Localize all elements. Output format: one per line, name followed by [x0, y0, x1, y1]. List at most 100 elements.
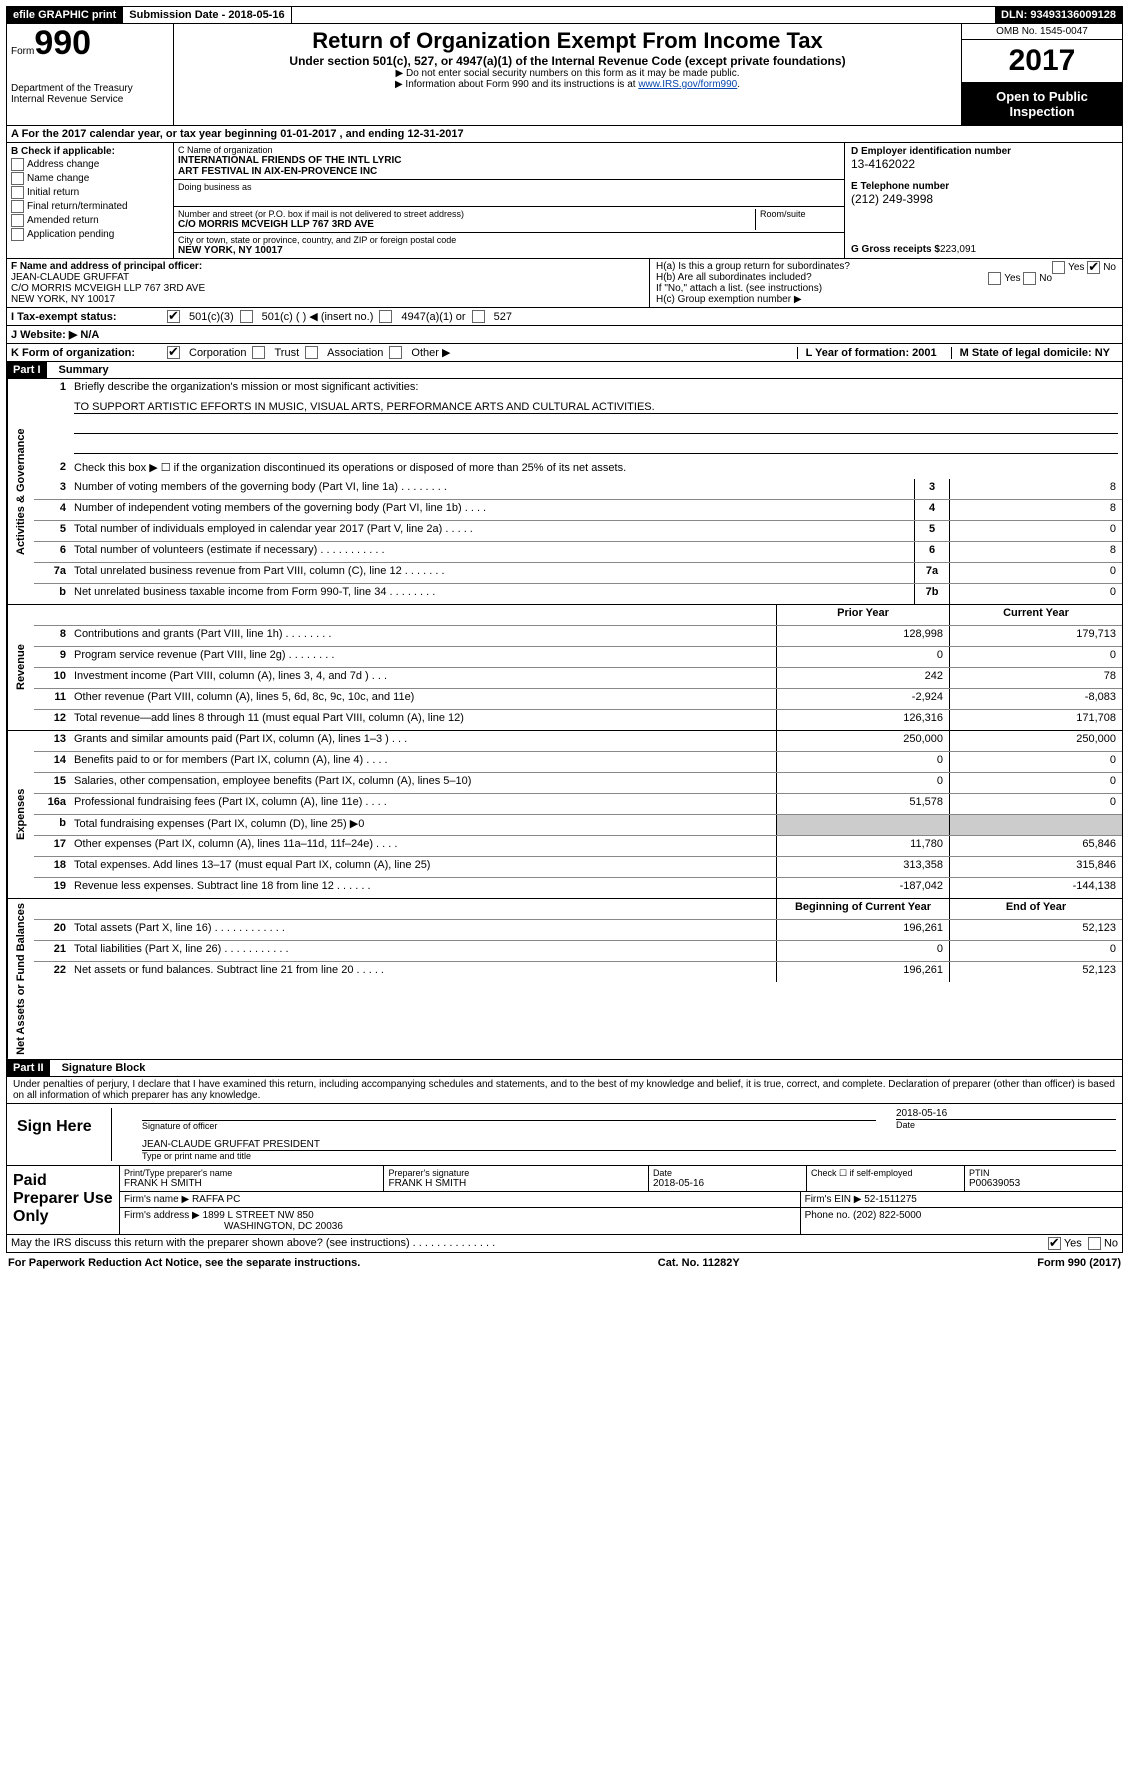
cb-amended-return[interactable]: Amended return	[11, 214, 169, 227]
form-title: Return of Organization Exempt From Incom…	[182, 28, 953, 54]
omb-no: OMB No. 1545-0047	[962, 24, 1122, 40]
form-number: 990	[34, 24, 91, 62]
net-row: 22Net assets or fund balances. Subtract …	[34, 962, 1122, 982]
dept-treasury: Department of the Treasury Internal Reve…	[11, 83, 169, 105]
cb-501c[interactable]	[240, 310, 253, 323]
col-b-checkboxes: B Check if applicable: Address change Na…	[7, 143, 174, 258]
firm-phone: (202) 822-5000	[853, 1210, 921, 1221]
phone-value: (212) 249-3998	[851, 192, 1116, 206]
cb-initial-return[interactable]: Initial return	[11, 186, 169, 199]
rev-row: 8Contributions and grants (Part VIII, li…	[34, 626, 1122, 647]
principal-officer: F Name and address of principal officer:…	[7, 259, 650, 307]
col-d-right: D Employer identification number 13-4162…	[845, 143, 1122, 258]
gov-row: 3Number of voting members of the governi…	[34, 479, 1122, 500]
exp-row: 19Revenue less expenses. Subtract line 1…	[34, 878, 1122, 898]
row-j-website: J Website: ▶ N/A	[6, 326, 1123, 344]
sign-here-label: Sign Here	[13, 1108, 112, 1161]
part-ii-label: Part II	[7, 1060, 50, 1076]
vside-revenue: Revenue	[7, 605, 34, 730]
header-right: OMB No. 1545-0047 2017 Open to Public In…	[961, 24, 1122, 125]
summary-revenue: Revenue Prior YearCurrent Year 8Contribu…	[6, 605, 1123, 731]
part-ii-title: Signature Block	[58, 1060, 150, 1076]
cb-application-pending[interactable]: Application pending	[11, 228, 169, 241]
officer-name: JEAN-CLAUDE GRUFFAT PRESIDENT	[142, 1139, 1116, 1151]
group-return: H(a) Is this a group return for subordin…	[650, 259, 1122, 307]
gov-row: 4Number of independent voting members of…	[34, 500, 1122, 521]
exp-row: 16aProfessional fundraising fees (Part I…	[34, 794, 1122, 815]
street-cell: Number and street (or P.O. box if mail i…	[174, 207, 844, 233]
header-left: Form990 Department of the Treasury Inter…	[7, 24, 174, 125]
firm-name: RAFFA PC	[192, 1194, 240, 1205]
ha-row: H(a) Is this a group return for subordin…	[656, 261, 1116, 272]
section-bcdeg: B Check if applicable: Address change Na…	[6, 143, 1123, 259]
footer-mid: Cat. No. 11282Y	[658, 1257, 740, 1269]
vside-netassets: Net Assets or Fund Balances	[7, 899, 34, 1059]
footer-right: Form 990 (2017)	[1037, 1257, 1121, 1269]
note-info: ▶ Information about Form 990 and its ins…	[182, 79, 953, 90]
submission-date: Submission Date - 2018-05-16	[123, 7, 291, 23]
cb-final-return[interactable]: Final return/terminated	[11, 200, 169, 213]
exp-row: 18Total expenses. Add lines 13–17 (must …	[34, 857, 1122, 878]
gov-row: 7aTotal unrelated business revenue from …	[34, 563, 1122, 584]
firm-address: 1899 L STREET NW 850	[203, 1210, 314, 1221]
gov-row: 6Total number of volunteers (estimate if…	[34, 542, 1122, 563]
b-title: B Check if applicable:	[11, 146, 169, 157]
cb-corp[interactable]	[167, 346, 180, 359]
sign-here-block: Sign Here Signature of officer 2018-05-1…	[6, 1104, 1123, 1166]
tax-year: 2017	[962, 40, 1122, 83]
ein-block: D Employer identification number 13-4162…	[851, 146, 1116, 171]
top-bar: efile GRAPHIC print Submission Date - 20…	[6, 6, 1123, 24]
cb-527[interactable]	[472, 310, 485, 323]
net-row: 20Total assets (Part X, line 16) . . . .…	[34, 920, 1122, 941]
cb-name-change[interactable]: Name change	[11, 172, 169, 185]
open-inspection: Open to Public Inspection	[962, 83, 1122, 125]
cb-discuss-yes[interactable]	[1048, 1237, 1061, 1250]
header-middle: Return of Organization Exempt From Incom…	[174, 24, 961, 125]
perjury-statement: Under penalties of perjury, I declare th…	[6, 1077, 1123, 1104]
ein-value: 13-4162022	[851, 157, 1116, 171]
exp-row: 14Benefits paid to or for members (Part …	[34, 752, 1122, 773]
year-formation: L Year of formation: 2001	[797, 347, 945, 359]
ptin: P00639053	[969, 1178, 1118, 1189]
form-word: Form	[11, 46, 34, 57]
note-ssn: ▶ Do not enter social security numbers o…	[182, 68, 953, 79]
hc-row: H(c) Group exemption number ▶	[656, 294, 1116, 305]
gov-row: 5Total number of individuals employed in…	[34, 521, 1122, 542]
col-c-org-info: C Name of organization INTERNATIONAL FRI…	[174, 143, 845, 258]
summary-expenses: Expenses 13Grants and similar amounts pa…	[6, 731, 1123, 899]
part-i-title: Summary	[55, 362, 113, 378]
row-f-h: F Name and address of principal officer:…	[6, 259, 1123, 308]
rev-row: 10Investment income (Part VIII, column (…	[34, 668, 1122, 689]
cb-address-change[interactable]: Address change	[11, 158, 169, 171]
preparer-date: 2018-05-16	[653, 1178, 802, 1189]
street-address: C/O MORRIS MCVEIGH LLP 767 3RD AVE	[178, 219, 755, 230]
self-employed: Check ☐ if self-employed	[807, 1166, 965, 1191]
officer-name-addr: JEAN-CLAUDE GRUFFAT C/O MORRIS MCVEIGH L…	[11, 272, 645, 305]
city-cell: City or town, state or province, country…	[174, 233, 844, 258]
cb-assoc[interactable]	[305, 346, 318, 359]
rev-row: 12Total revenue—add lines 8 through 11 (…	[34, 710, 1122, 730]
cb-discuss-no[interactable]	[1088, 1237, 1101, 1250]
exp-row: 13Grants and similar amounts paid (Part …	[34, 731, 1122, 752]
cb-trust[interactable]	[252, 346, 265, 359]
vside-governance: Activities & Governance	[7, 379, 34, 604]
org-name: INTERNATIONAL FRIENDS OF THE INTL LYRIC …	[178, 155, 840, 177]
state-domicile: M State of legal domicile: NY	[951, 347, 1118, 359]
row-a-tax-year: A For the 2017 calendar year, or tax yea…	[6, 126, 1123, 143]
cb-4947[interactable]	[379, 310, 392, 323]
dln: DLN: 93493136009128	[995, 7, 1122, 23]
irs-link[interactable]: www.IRS.gov/form990	[638, 79, 737, 90]
cb-other[interactable]	[389, 346, 402, 359]
row-k-org-form: K Form of organization: Corporation Trus…	[6, 344, 1123, 362]
row-i-tax-status: I Tax-exempt status: 501(c)(3) 501(c) ( …	[6, 308, 1123, 326]
exp-row: bTotal fundraising expenses (Part IX, co…	[34, 815, 1122, 836]
form-subtitle: Under section 501(c), 527, or 4947(a)(1)…	[182, 54, 953, 68]
rev-row: 11Other revenue (Part VIII, column (A), …	[34, 689, 1122, 710]
net-row: 21Total liabilities (Part X, line 26) . …	[34, 941, 1122, 962]
footer-left: For Paperwork Reduction Act Notice, see …	[8, 1257, 360, 1269]
cb-501c3[interactable]	[167, 310, 180, 323]
paid-preparer-block: Paid Preparer Use Only Print/Type prepar…	[6, 1166, 1123, 1235]
phone-block: E Telephone number (212) 249-3998	[851, 181, 1116, 206]
vside-expenses: Expenses	[7, 731, 34, 898]
mission-text: TO SUPPORT ARTISTIC EFFORTS IN MUSIC, VI…	[74, 401, 1118, 414]
